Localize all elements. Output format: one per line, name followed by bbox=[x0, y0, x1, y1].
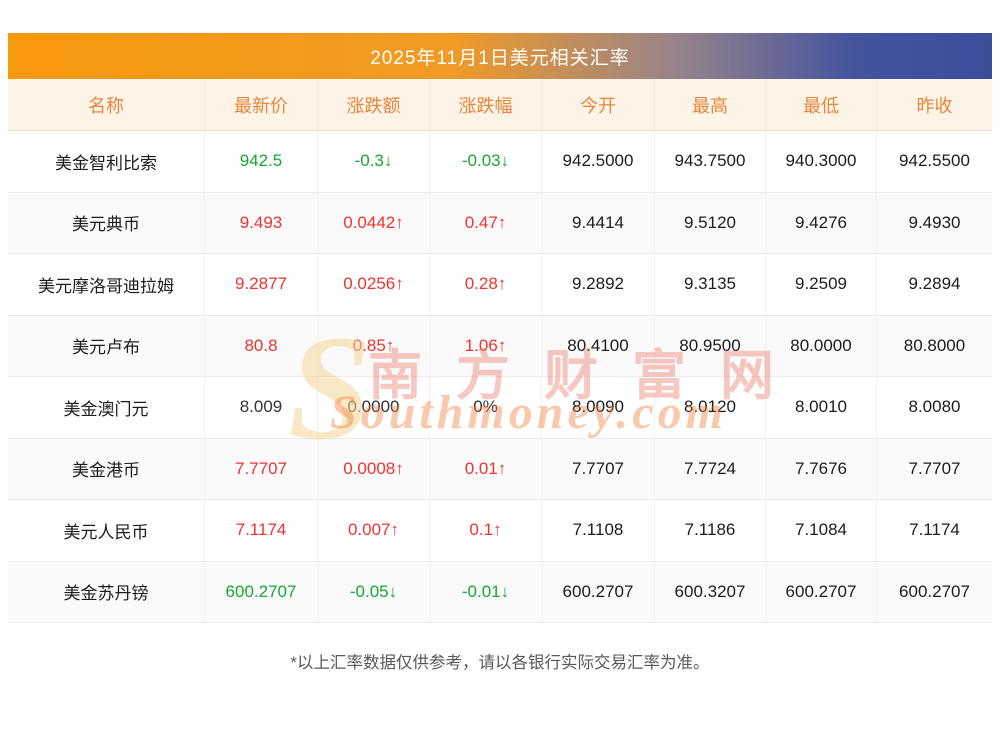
cell-value: 7.7676 bbox=[766, 438, 877, 500]
cell-value: 0.0442↑ bbox=[318, 192, 430, 254]
cell-value: -0.3↓ bbox=[318, 131, 430, 193]
cell-currency-name: 美元卢布 bbox=[8, 315, 205, 377]
cell-value: 942.5500 bbox=[877, 131, 992, 193]
cell-value: 7.1084 bbox=[766, 500, 877, 562]
cell-value: 600.2707 bbox=[766, 561, 877, 623]
cell-value: 8.0080 bbox=[877, 377, 992, 439]
rates-table: 名称 最新价 涨跌额 涨跌幅 今开 最高 最低 昨收 美金智利比索 942.5 -0.3↓ -0.0… bbox=[8, 79, 992, 623]
header-cell-0: 名称 bbox=[8, 79, 205, 131]
cell-currency-name: 美元典币 bbox=[8, 192, 205, 254]
cell-value: 9.2877 bbox=[205, 254, 318, 316]
cell-value: -0.03↓ bbox=[430, 131, 542, 193]
cell-value: 600.2707 bbox=[877, 562, 992, 623]
cell-value: 0.0000 bbox=[318, 377, 430, 439]
cell-value: 8.0120 bbox=[655, 377, 766, 439]
cell-value: 80.9500 bbox=[655, 315, 766, 377]
table-row: 美金智利比索 942.5 -0.3↓ -0.03↓ 942.5000 943.7500 94… bbox=[8, 131, 992, 193]
cell-value: 0.0256↑ bbox=[318, 254, 430, 316]
cell-value: 7.7724 bbox=[655, 438, 766, 500]
cell-value: 9.4414 bbox=[542, 192, 655, 254]
cell-value: 942.5 bbox=[205, 131, 318, 193]
cell-currency-name: 美金苏丹镑 bbox=[8, 561, 205, 623]
table-header-row: 名称 最新价 涨跌额 涨跌幅 今开 最高 最低 昨收 bbox=[8, 79, 992, 131]
header-cell-5: 最高 bbox=[655, 79, 766, 131]
cell-value: 7.1174 bbox=[877, 500, 992, 562]
header-cell-4: 今开 bbox=[542, 79, 655, 131]
cell-value: 0.007↑ bbox=[318, 500, 430, 562]
cell-value: 0.28↑ bbox=[430, 254, 542, 316]
cell-value: 1.06↑ bbox=[430, 315, 542, 377]
cell-value: 9.5120 bbox=[655, 192, 766, 254]
header-cell-3: 涨跌幅 bbox=[430, 79, 542, 131]
cell-value: -0.05↓ bbox=[318, 561, 430, 623]
table-row: 美元典币 9.493 0.0442↑ 0.47↑ 9.4414 9.5120 9.4276 9… bbox=[8, 192, 992, 254]
cell-value: 80.8000 bbox=[877, 316, 992, 377]
table-row: 美元人民币 7.1174 0.007↑ 0.1↑ 7.1108 7.1186 7.1084 7… bbox=[8, 500, 992, 562]
cell-value: 7.1108 bbox=[542, 500, 655, 562]
cell-value: 7.1174 bbox=[205, 500, 318, 562]
title-bar: 2025年11月1日美元相关汇率 bbox=[8, 33, 992, 79]
cell-value: 600.2707 bbox=[542, 561, 655, 623]
cell-value: 940.3000 bbox=[766, 131, 877, 193]
cell-value: 942.5000 bbox=[542, 131, 655, 193]
header-cell-2: 涨跌额 bbox=[318, 79, 430, 131]
cell-value: 0.0008↑ bbox=[318, 438, 430, 500]
cell-currency-name: 美金港币 bbox=[8, 438, 205, 500]
rates-page: 2025年11月1日美元相关汇率 名称 最新价 涨跌额 涨跌幅 今开 最高 最低 昨收 美金智… bbox=[8, 33, 992, 673]
cell-value: 9.493 bbox=[205, 192, 318, 254]
cell-value: 0.47↑ bbox=[430, 192, 542, 254]
footnote: *以上汇率数据仅供参考，请以各银行实际交易汇率为准。 bbox=[290, 654, 710, 672]
table-row: 美金澳门元 8.009 0.0000 0% 8.0090 8.0120 8.0010 8.00… bbox=[8, 377, 992, 439]
cell-value: 80.4100 bbox=[542, 315, 655, 377]
cell-value: 7.1186 bbox=[655, 500, 766, 562]
cell-currency-name: 美金智利比索 bbox=[8, 131, 205, 193]
cell-value: 0% bbox=[430, 377, 542, 439]
cell-currency-name: 美金澳门元 bbox=[8, 377, 205, 439]
header-cell-7: 昨收 bbox=[877, 79, 992, 131]
header-cell-1: 最新价 bbox=[205, 79, 318, 131]
cell-value: 8.0090 bbox=[542, 377, 655, 439]
cell-value: 9.4930 bbox=[877, 193, 992, 254]
table-row: 美金苏丹镑 600.2707 -0.05↓ -0.01↓ 600.2707 600.320… bbox=[8, 561, 992, 623]
table-body: 美金智利比索 942.5 -0.3↓ -0.03↓ 942.5000 943.7500 94… bbox=[8, 131, 992, 623]
cell-value: 9.4276 bbox=[766, 192, 877, 254]
cell-value: 943.7500 bbox=[655, 131, 766, 193]
cell-value: 8.0010 bbox=[766, 377, 877, 439]
table-row: 美元摩洛哥迪拉姆 9.2877 0.0256↑ 0.28↑ 9.2892 9.3135 9.… bbox=[8, 254, 992, 316]
cell-value: 600.2707 bbox=[205, 561, 318, 623]
cell-value: 9.3135 bbox=[655, 254, 766, 316]
table-row: 美金港币 7.7707 0.0008↑ 0.01↑ 7.7707 7.7724 7.7676… bbox=[8, 438, 992, 500]
page-title: 2025年11月1日美元相关汇率 bbox=[370, 47, 630, 69]
cell-value: 9.2892 bbox=[542, 254, 655, 316]
cell-value: 0.85↑ bbox=[318, 315, 430, 377]
cell-value: 9.2509 bbox=[766, 254, 877, 316]
cell-value: 0.1↑ bbox=[430, 500, 542, 562]
table-row: 美元卢布 80.8 0.85↑ 1.06↑ 80.4100 80.9500 80.0000 8… bbox=[8, 315, 992, 377]
header-cell-6: 最低 bbox=[766, 79, 877, 131]
cell-value: 8.009 bbox=[205, 377, 318, 439]
cell-value: 600.3207 bbox=[655, 561, 766, 623]
cell-value: 7.7707 bbox=[877, 439, 992, 500]
cell-value: 7.7707 bbox=[205, 438, 318, 500]
cell-value: 80.0000 bbox=[766, 315, 877, 377]
cell-value: 9.2894 bbox=[877, 254, 992, 316]
cell-value: 0.01↑ bbox=[430, 438, 542, 500]
cell-currency-name: 美元人民币 bbox=[8, 500, 205, 562]
cell-value: 80.8 bbox=[205, 315, 318, 377]
cell-currency-name: 美元摩洛哥迪拉姆 bbox=[8, 254, 205, 316]
cell-value: 7.7707 bbox=[542, 438, 655, 500]
cell-value: -0.01↓ bbox=[430, 561, 542, 623]
